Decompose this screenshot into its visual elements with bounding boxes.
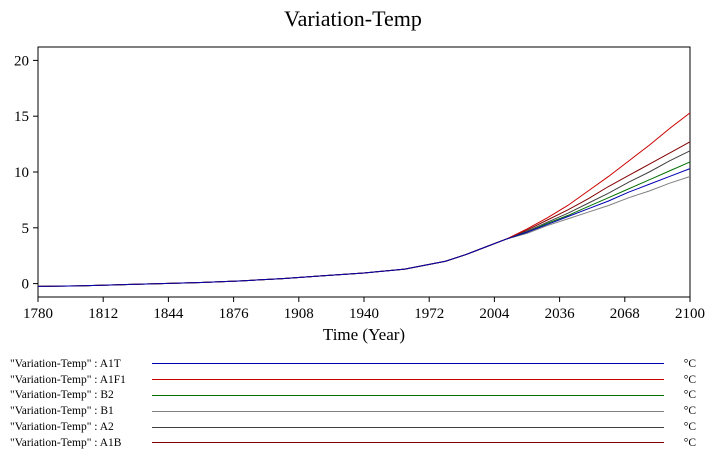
legend-unit: °C bbox=[683, 405, 696, 418]
x-tick-label: 1908 bbox=[284, 306, 314, 322]
legend-row: "Variation-Temp" : A1B °C bbox=[0, 435, 706, 451]
x-tick-label: 1844 bbox=[153, 306, 184, 322]
series-line-B1 bbox=[37, 175, 691, 287]
y-tick-label: 10 bbox=[14, 165, 29, 181]
legend: "Variation-Temp" : A1T °C "Variation-Temp"… bbox=[0, 356, 706, 451]
legend-unit: °C bbox=[683, 436, 696, 449]
legend-unit: °C bbox=[683, 421, 696, 434]
x-axis-label: Time (Year) bbox=[323, 325, 405, 344]
legend-label: "Variation-Temp" : A1F1 bbox=[10, 373, 126, 386]
legend-line bbox=[152, 394, 664, 396]
legend-label: "Variation-Temp" : A1B bbox=[10, 436, 122, 449]
legend-row: "Variation-Temp" : B2 °C bbox=[0, 388, 706, 404]
legend-label: "Variation-Temp" : B1 bbox=[10, 405, 114, 418]
x-tick-label: 1876 bbox=[219, 306, 250, 322]
x-tick-label: 2036 bbox=[545, 306, 576, 322]
x-tick-label: 2100 bbox=[675, 306, 705, 322]
legend-row: "Variation-Temp" : A2 °C bbox=[0, 419, 706, 435]
chart-title: Variation-Temp bbox=[284, 6, 422, 31]
series-line-A1T bbox=[37, 168, 691, 287]
legend-unit: °C bbox=[683, 373, 696, 386]
x-tick-label: 2004 bbox=[479, 306, 510, 322]
x-tick-label: 1780 bbox=[23, 306, 53, 322]
legend-label: "Variation-Temp" : A1T bbox=[10, 357, 121, 370]
x-tick-label: 1812 bbox=[88, 306, 118, 322]
plot-box bbox=[37, 46, 691, 298]
series-line-A1B bbox=[37, 141, 691, 287]
legend-line bbox=[152, 363, 664, 365]
legend-label: "Variation-Temp" : B2 bbox=[10, 389, 114, 402]
y-tick-label: 15 bbox=[14, 109, 29, 125]
legend-unit: °C bbox=[683, 389, 696, 402]
x-tick-label: 1940 bbox=[349, 306, 379, 322]
legend-line bbox=[152, 410, 664, 412]
y-tick-label: 0 bbox=[22, 277, 30, 293]
legend-row: "Variation-Temp" : B1 °C bbox=[0, 403, 706, 419]
series-line-B2 bbox=[37, 161, 691, 287]
legend-unit: °C bbox=[683, 357, 696, 370]
legend-line bbox=[152, 379, 664, 381]
legend-row: "Variation-Temp" : A1F1 °C bbox=[0, 372, 706, 388]
legend-label: "Variation-Temp" : A2 bbox=[10, 421, 114, 434]
x-tick-label: 2068 bbox=[610, 306, 640, 322]
y-tick-label: 20 bbox=[14, 53, 29, 69]
x-tick-label: 1972 bbox=[414, 306, 444, 322]
y-tick-label: 5 bbox=[22, 221, 30, 237]
legend-row: "Variation-Temp" : A1T °C bbox=[0, 356, 706, 372]
plot-area: 0 5 10 15 20 1780 1812 1844 1876 1908 1940 1972 2004… bbox=[14, 46, 705, 344]
legend-line bbox=[152, 442, 664, 444]
series-line-A1F1 bbox=[37, 112, 691, 287]
legend-line bbox=[152, 426, 664, 428]
series-line-A2 bbox=[37, 150, 691, 287]
